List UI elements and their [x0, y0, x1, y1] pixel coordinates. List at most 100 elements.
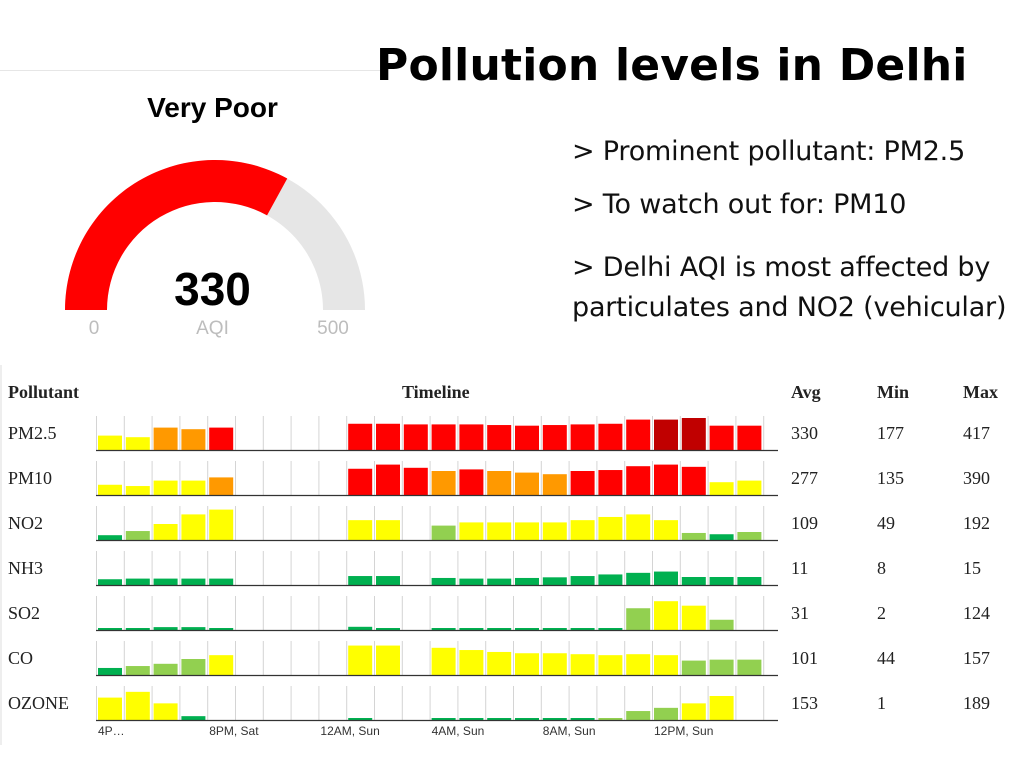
timeline-bar[interactable]: [376, 423, 400, 450]
timeline-bar[interactable]: [737, 577, 762, 585]
timeline-bar[interactable]: [542, 718, 567, 720]
timeline-bar[interactable]: [376, 520, 400, 540]
timeline-bar[interactable]: [487, 651, 512, 675]
timeline-bar[interactable]: [709, 619, 734, 630]
timeline-bar[interactable]: [709, 482, 734, 495]
timeline-bar[interactable]: [125, 437, 150, 450]
timeline-bar[interactable]: [709, 534, 734, 540]
timeline-bar[interactable]: [181, 429, 206, 450]
timeline-bar[interactable]: [459, 628, 484, 630]
timeline-bar[interactable]: [487, 718, 512, 720]
timeline-bar[interactable]: [598, 470, 623, 495]
timeline-bar[interactable]: [626, 608, 651, 630]
timeline-bar[interactable]: [181, 659, 206, 675]
timeline-bar[interactable]: [487, 578, 512, 585]
timeline-bar[interactable]: [654, 520, 678, 540]
timeline-bar[interactable]: [125, 691, 150, 720]
timeline-bar[interactable]: [681, 605, 706, 630]
timeline-bar[interactable]: [737, 659, 762, 675]
timeline-bar[interactable]: [348, 718, 373, 720]
timeline-bar[interactable]: [681, 418, 706, 450]
timeline-bar[interactable]: [181, 578, 206, 585]
timeline-bar[interactable]: [654, 707, 678, 720]
timeline-bar[interactable]: [626, 466, 651, 495]
timeline-bar[interactable]: [125, 486, 150, 495]
timeline-bar[interactable]: [125, 666, 150, 675]
timeline-bar[interactable]: [153, 578, 178, 585]
timeline-bar[interactable]: [209, 578, 234, 585]
timeline-bar[interactable]: [181, 627, 206, 630]
timeline-bar[interactable]: [376, 576, 400, 585]
timeline-bar[interactable]: [431, 525, 456, 540]
timeline-bar[interactable]: [431, 577, 456, 585]
timeline-bar[interactable]: [598, 628, 623, 630]
timeline-bar[interactable]: [348, 576, 373, 585]
timeline-bar[interactable]: [681, 660, 706, 675]
timeline-bar[interactable]: [681, 703, 706, 720]
timeline-bar[interactable]: [348, 645, 373, 675]
timeline-bar[interactable]: [570, 576, 595, 585]
timeline-bar[interactable]: [153, 703, 178, 720]
timeline-bar[interactable]: [542, 474, 567, 495]
timeline-bar[interactable]: [181, 716, 206, 720]
timeline-bar[interactable]: [459, 522, 484, 540]
timeline-bar[interactable]: [459, 718, 484, 720]
timeline-bar[interactable]: [570, 520, 595, 540]
timeline-bar[interactable]: [598, 655, 623, 675]
timeline-bar[interactable]: [681, 577, 706, 585]
timeline-bar[interactable]: [376, 645, 400, 675]
timeline-bar[interactable]: [515, 653, 539, 675]
timeline-bar[interactable]: [459, 424, 484, 450]
timeline-bar[interactable]: [98, 579, 122, 585]
timeline-bar[interactable]: [125, 531, 150, 540]
timeline-bar[interactable]: [598, 423, 623, 450]
timeline-bar[interactable]: [153, 524, 178, 540]
timeline-bar[interactable]: [403, 424, 428, 450]
timeline-bar[interactable]: [209, 655, 234, 675]
timeline-bar[interactable]: [737, 532, 762, 540]
timeline-bar[interactable]: [542, 425, 567, 450]
timeline-bar[interactable]: [515, 718, 539, 720]
timeline-bar[interactable]: [376, 628, 400, 630]
timeline-bar[interactable]: [431, 424, 456, 450]
timeline-bar[interactable]: [98, 484, 122, 495]
timeline-bar[interactable]: [348, 626, 373, 630]
timeline-bar[interactable]: [153, 663, 178, 675]
timeline-bar[interactable]: [376, 464, 400, 495]
timeline-bar[interactable]: [487, 628, 512, 630]
timeline-bar[interactable]: [654, 571, 678, 585]
timeline-bar[interactable]: [209, 427, 234, 450]
timeline-bar[interactable]: [515, 577, 539, 585]
timeline-bar[interactable]: [153, 627, 178, 630]
timeline-bar[interactable]: [515, 472, 539, 495]
timeline-bar[interactable]: [598, 574, 623, 585]
timeline-bar[interactable]: [431, 471, 456, 495]
timeline-bar[interactable]: [654, 601, 678, 630]
timeline-bar[interactable]: [626, 419, 651, 450]
timeline-bar[interactable]: [598, 718, 623, 720]
timeline-bar[interactable]: [459, 578, 484, 585]
timeline-bar[interactable]: [431, 718, 456, 720]
timeline-bar[interactable]: [654, 419, 678, 450]
timeline-bar[interactable]: [209, 509, 234, 540]
timeline-bar[interactable]: [125, 628, 150, 630]
timeline-bar[interactable]: [181, 514, 206, 540]
timeline-bar[interactable]: [626, 654, 651, 675]
timeline-bar[interactable]: [181, 480, 206, 495]
timeline-bar[interactable]: [98, 435, 122, 450]
timeline-bar[interactable]: [431, 628, 456, 630]
timeline-bar[interactable]: [709, 659, 734, 675]
timeline-bar[interactable]: [153, 427, 178, 450]
timeline-bar[interactable]: [348, 520, 373, 540]
timeline-bar[interactable]: [626, 572, 651, 585]
timeline-bar[interactable]: [153, 480, 178, 495]
timeline-bar[interactable]: [626, 711, 651, 720]
timeline-bar[interactable]: [348, 423, 373, 450]
timeline-bar[interactable]: [737, 425, 762, 450]
timeline-bar[interactable]: [709, 696, 734, 720]
timeline-bar[interactable]: [542, 577, 567, 585]
timeline-bar[interactable]: [542, 628, 567, 630]
timeline-bar[interactable]: [348, 468, 373, 495]
timeline-bar[interactable]: [737, 480, 762, 495]
timeline-bar[interactable]: [515, 628, 539, 630]
